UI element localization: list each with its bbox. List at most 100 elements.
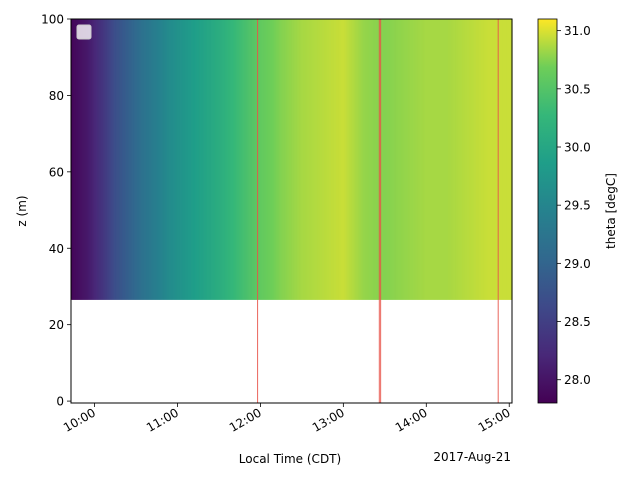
heatmap-cell	[319, 19, 322, 300]
heatmap-cell	[183, 19, 185, 300]
heatmap-cell	[486, 19, 489, 300]
heatmap-cell	[90, 19, 93, 300]
y-axis: 0 20 40 60 80 100	[41, 13, 71, 409]
heatmap-cell	[79, 19, 82, 300]
heatmap-cell	[439, 19, 441, 300]
heatmap-cell	[309, 19, 312, 300]
heatmap-cell	[465, 19, 468, 300]
heatmap-cell	[435, 19, 437, 300]
heatmap-cell	[355, 19, 357, 300]
heatmap-cell	[282, 19, 284, 300]
heatmap-cell	[307, 19, 310, 300]
heatmap-cell	[148, 19, 151, 300]
heatmap-cell	[400, 19, 403, 300]
heatmap-cell	[158, 19, 161, 300]
heatmap-cell	[457, 19, 460, 300]
heatmap-cell	[454, 19, 457, 300]
heatmap-cell	[178, 19, 181, 300]
heatmap-cell	[259, 19, 261, 300]
y-tick-label: 80	[49, 89, 64, 103]
heatmap-cell	[185, 19, 187, 300]
heatmap-cell	[289, 19, 291, 300]
heatmap-cell	[213, 19, 216, 300]
heatmap-cell	[221, 19, 224, 300]
heatmap-cell	[235, 19, 238, 300]
heatmap-cell	[415, 19, 418, 300]
heatmap-cell	[141, 19, 144, 300]
heatmap-cell	[498, 19, 500, 300]
heatmap-cell	[463, 19, 466, 300]
heatmap-cell	[356, 19, 358, 300]
heatmap-cell	[104, 19, 106, 300]
heatmap-cell	[71, 19, 74, 300]
heatmap-cell	[105, 19, 107, 300]
heatmap-cell	[482, 19, 485, 300]
heatmap-cell	[469, 19, 472, 300]
heatmap-cell	[509, 19, 511, 300]
heatmap-cell	[431, 19, 433, 300]
heatmap-cell	[381, 19, 384, 300]
heatmap-cell	[371, 19, 374, 300]
heatmap-cell	[208, 19, 210, 300]
heatmap-cell	[249, 19, 252, 300]
heatmap-cell	[286, 19, 288, 300]
heatmap-cell	[406, 19, 409, 300]
heatmap-cell	[477, 19, 480, 300]
heatmap-cell	[194, 19, 196, 300]
heatmap-cell	[380, 19, 383, 300]
heatmap-cell	[337, 19, 340, 300]
heatmap-cell	[467, 19, 470, 300]
heatmap-cell	[409, 19, 412, 300]
heatmap-cell	[404, 19, 407, 300]
heatmap-cell	[313, 19, 316, 300]
heatmap-cell	[417, 19, 419, 300]
heatmap-cell	[351, 19, 353, 300]
heatmap-cell	[268, 19, 270, 300]
heatmap-cell	[165, 19, 168, 300]
heatmap-cell	[254, 19, 257, 300]
heatmap-cell	[329, 19, 332, 300]
heatmap-cell	[283, 19, 285, 300]
colorbar-tick-label: 30.5	[564, 82, 591, 96]
heatmap-cell	[466, 19, 469, 300]
heatmap-cell	[398, 19, 401, 300]
heatmap-cell	[443, 19, 445, 300]
heatmap-cell	[177, 19, 180, 300]
heatmap-cell	[196, 19, 198, 300]
heatmap-cell	[422, 19, 424, 300]
heatmap-cell	[365, 19, 367, 300]
heatmap-cell	[171, 19, 174, 300]
x-tick-label: 10:00	[61, 405, 98, 434]
heatmap-cell	[121, 19, 123, 300]
heatmap-cell	[317, 19, 320, 300]
heatmap-cell	[315, 19, 318, 300]
heatmap-cell	[78, 19, 81, 300]
heatmap-cell	[260, 19, 262, 300]
heatmap-cell	[191, 19, 193, 300]
colorbar-ticks: 28.0 28.5 29.0 29.5 30.0 30.5 31.0	[557, 24, 591, 387]
heatmap-cell	[216, 19, 219, 300]
heatmap-cell	[353, 19, 355, 300]
heatmap-cell	[349, 19, 351, 300]
heatmap-cell	[224, 19, 227, 300]
legend-box	[76, 24, 92, 40]
heatmap-cell	[464, 19, 467, 300]
heatmap-cell	[114, 19, 116, 300]
heatmap-cell	[265, 19, 267, 300]
heatmap-cell	[336, 19, 339, 300]
heatmap-cell	[110, 19, 112, 300]
heatmap-cell	[217, 19, 220, 300]
heatmap-cell	[210, 19, 212, 300]
heatmap-cell	[460, 19, 463, 300]
heatmap-cell	[445, 19, 447, 300]
heatmap-cell	[430, 19, 432, 300]
heatmap-cell	[81, 19, 84, 300]
heatmap-cell	[386, 19, 389, 300]
heatmap-cell	[399, 19, 402, 300]
heatmap-cell	[341, 19, 343, 300]
heatmap-cell	[370, 19, 373, 300]
heatmap-cell	[95, 19, 98, 300]
heatmap-cell	[164, 19, 167, 300]
heatmap-cell	[412, 19, 415, 300]
heatmap-cell	[368, 19, 370, 300]
